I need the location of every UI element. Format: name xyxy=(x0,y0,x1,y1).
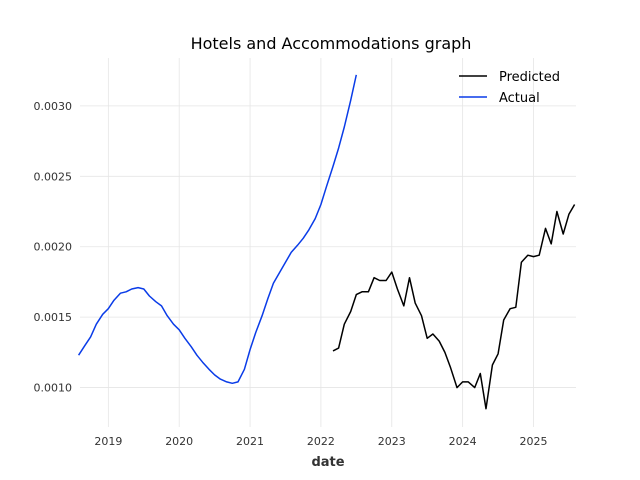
y-tick-label: 0.0030 xyxy=(34,100,73,113)
y-tick-label: 0.0020 xyxy=(34,241,73,254)
legend-label-actual: Actual xyxy=(499,91,540,106)
x-tick-label: 2025 xyxy=(519,435,547,448)
legend-label-predicted: Predicted xyxy=(499,70,560,85)
series-line-predicted xyxy=(332,204,576,410)
legend: Predicted Actual xyxy=(459,70,560,106)
chart-title: Hotels and Accommodations graph xyxy=(191,34,472,53)
series-layer xyxy=(77,74,576,410)
y-tick-label: 0.0025 xyxy=(34,170,73,183)
y-tick-label: 0.0010 xyxy=(34,382,73,395)
x-tick-label: 2023 xyxy=(378,435,406,448)
x-tick-label: 2020 xyxy=(165,435,193,448)
x-tick-label: 2021 xyxy=(236,435,264,448)
x-tick-label: 2024 xyxy=(449,435,477,448)
axis-ticks: 2019 2020 2021 2022 2023 2024 2025 0.0010 0.0015… xyxy=(34,100,548,448)
y-tick-label: 0.0015 xyxy=(34,311,73,324)
x-axis-label: date xyxy=(311,455,344,470)
x-tick-label: 2019 xyxy=(94,435,122,448)
series-line-actual xyxy=(77,74,358,385)
x-tick-label: 2022 xyxy=(307,435,335,448)
grid xyxy=(80,58,576,427)
